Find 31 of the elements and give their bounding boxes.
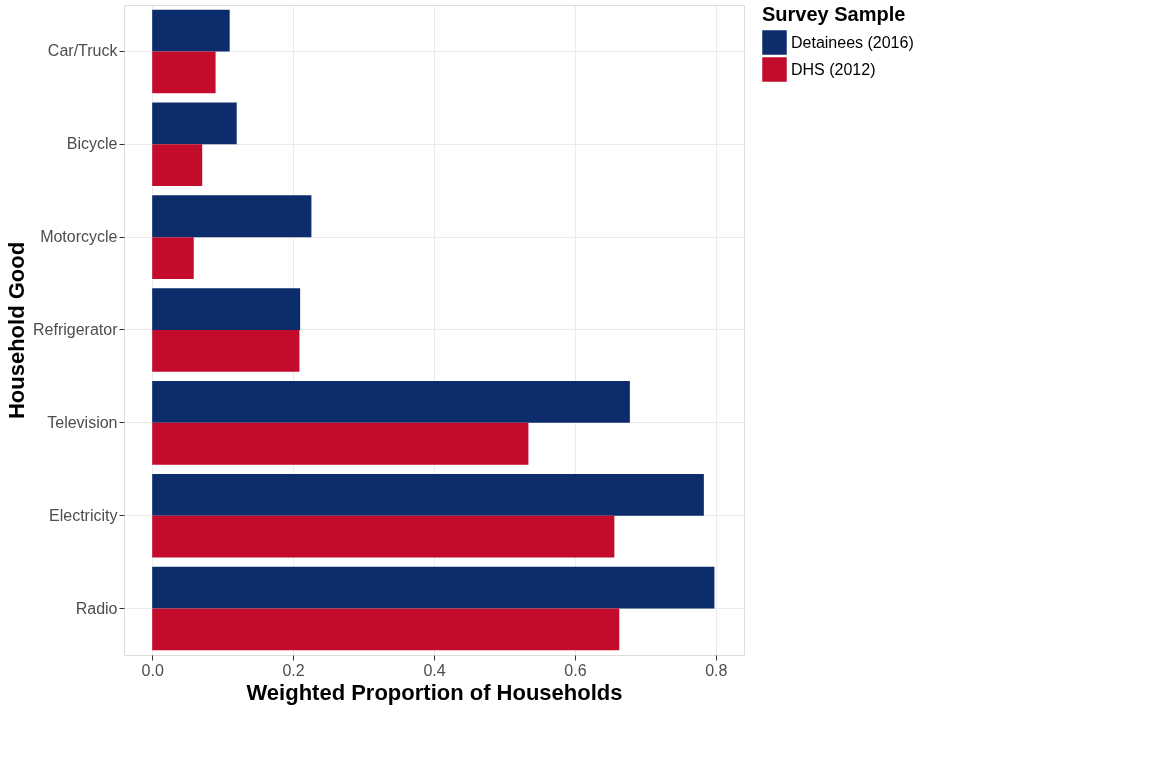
bar bbox=[152, 9, 230, 52]
bar bbox=[152, 330, 300, 372]
y-axis-title: Household Good bbox=[4, 241, 30, 420]
x-tick-label: 0.0 bbox=[141, 661, 164, 679]
bar bbox=[152, 102, 237, 145]
x-tick-label: 0.4 bbox=[423, 661, 446, 679]
bar bbox=[152, 515, 615, 558]
y-tick-label: Radio bbox=[75, 599, 118, 617]
y-tick-label: Bicycle bbox=[66, 135, 118, 153]
legend-title: Survey Sample bbox=[762, 3, 906, 25]
bar bbox=[152, 422, 529, 465]
bar bbox=[152, 473, 704, 516]
bar bbox=[152, 566, 715, 609]
x-tick-label: 0.8 bbox=[705, 661, 728, 679]
legend-label: Detainees (2016) bbox=[791, 33, 914, 51]
y-tick-label: Television bbox=[47, 413, 118, 431]
bar bbox=[152, 144, 203, 187]
legend-label: DHS (2012) bbox=[791, 60, 876, 78]
y-tick-label: Refrigerator bbox=[33, 321, 119, 338]
bar bbox=[152, 51, 216, 94]
bar bbox=[152, 237, 194, 279]
bar bbox=[152, 195, 312, 238]
y-tick-label: Motorcycle bbox=[40, 228, 118, 246]
x-tick-label: 0.6 bbox=[564, 661, 587, 679]
y-tick-label: Car/Truck bbox=[47, 42, 119, 60]
bar bbox=[152, 288, 301, 330]
bar bbox=[152, 381, 630, 423]
y-tick-label: Electricity bbox=[49, 506, 118, 524]
x-tick-label: 0.2 bbox=[282, 661, 305, 679]
bar bbox=[152, 608, 620, 651]
x-axis-title: Weighted Proportion of Households bbox=[246, 679, 623, 705]
